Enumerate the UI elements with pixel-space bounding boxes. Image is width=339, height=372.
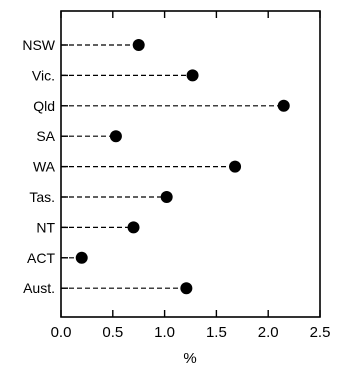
category-label-qld: Qld xyxy=(33,98,55,114)
plot-marks xyxy=(61,39,290,295)
x-axis-label: % xyxy=(183,350,196,367)
category-label-aust: Aust. xyxy=(23,280,55,296)
x-axis-ticks: 0.0 0.5 1.0 1.5 2.0 2.5 xyxy=(51,11,331,341)
x-tick-label-2-0: 2.0 xyxy=(258,324,279,341)
y-axis-ticks: NSW Vic. Qld SA WA Tas. NT ACT Aust. xyxy=(22,37,68,296)
category-label-vic: Vic. xyxy=(32,67,55,83)
category-label-nt: NT xyxy=(36,219,55,235)
x-tick-label-2-5: 2.5 xyxy=(310,324,331,341)
data-point-sa xyxy=(109,130,122,143)
category-label-act: ACT xyxy=(27,250,55,266)
category-label-sa: SA xyxy=(36,128,55,144)
data-point-qld xyxy=(277,99,290,112)
plot-frame xyxy=(60,10,321,318)
data-point-aust xyxy=(180,282,193,295)
x-tick-label-1-0: 1.0 xyxy=(154,324,175,341)
category-label-tas: Tas. xyxy=(29,189,55,205)
x-tick-label-0-5: 0.5 xyxy=(102,324,123,341)
data-point-nsw xyxy=(132,39,145,51)
data-point-tas xyxy=(160,191,173,203)
category-label-nsw: NSW xyxy=(22,37,55,53)
x-tick-label-1-5: 1.5 xyxy=(206,324,227,341)
x-tick-label-0-0: 0.0 xyxy=(51,324,72,341)
data-point-vic xyxy=(186,69,199,82)
data-point-wa xyxy=(229,160,242,173)
data-point-act xyxy=(75,251,88,264)
category-label-wa: WA xyxy=(33,159,56,175)
data-point-nt xyxy=(127,221,140,234)
